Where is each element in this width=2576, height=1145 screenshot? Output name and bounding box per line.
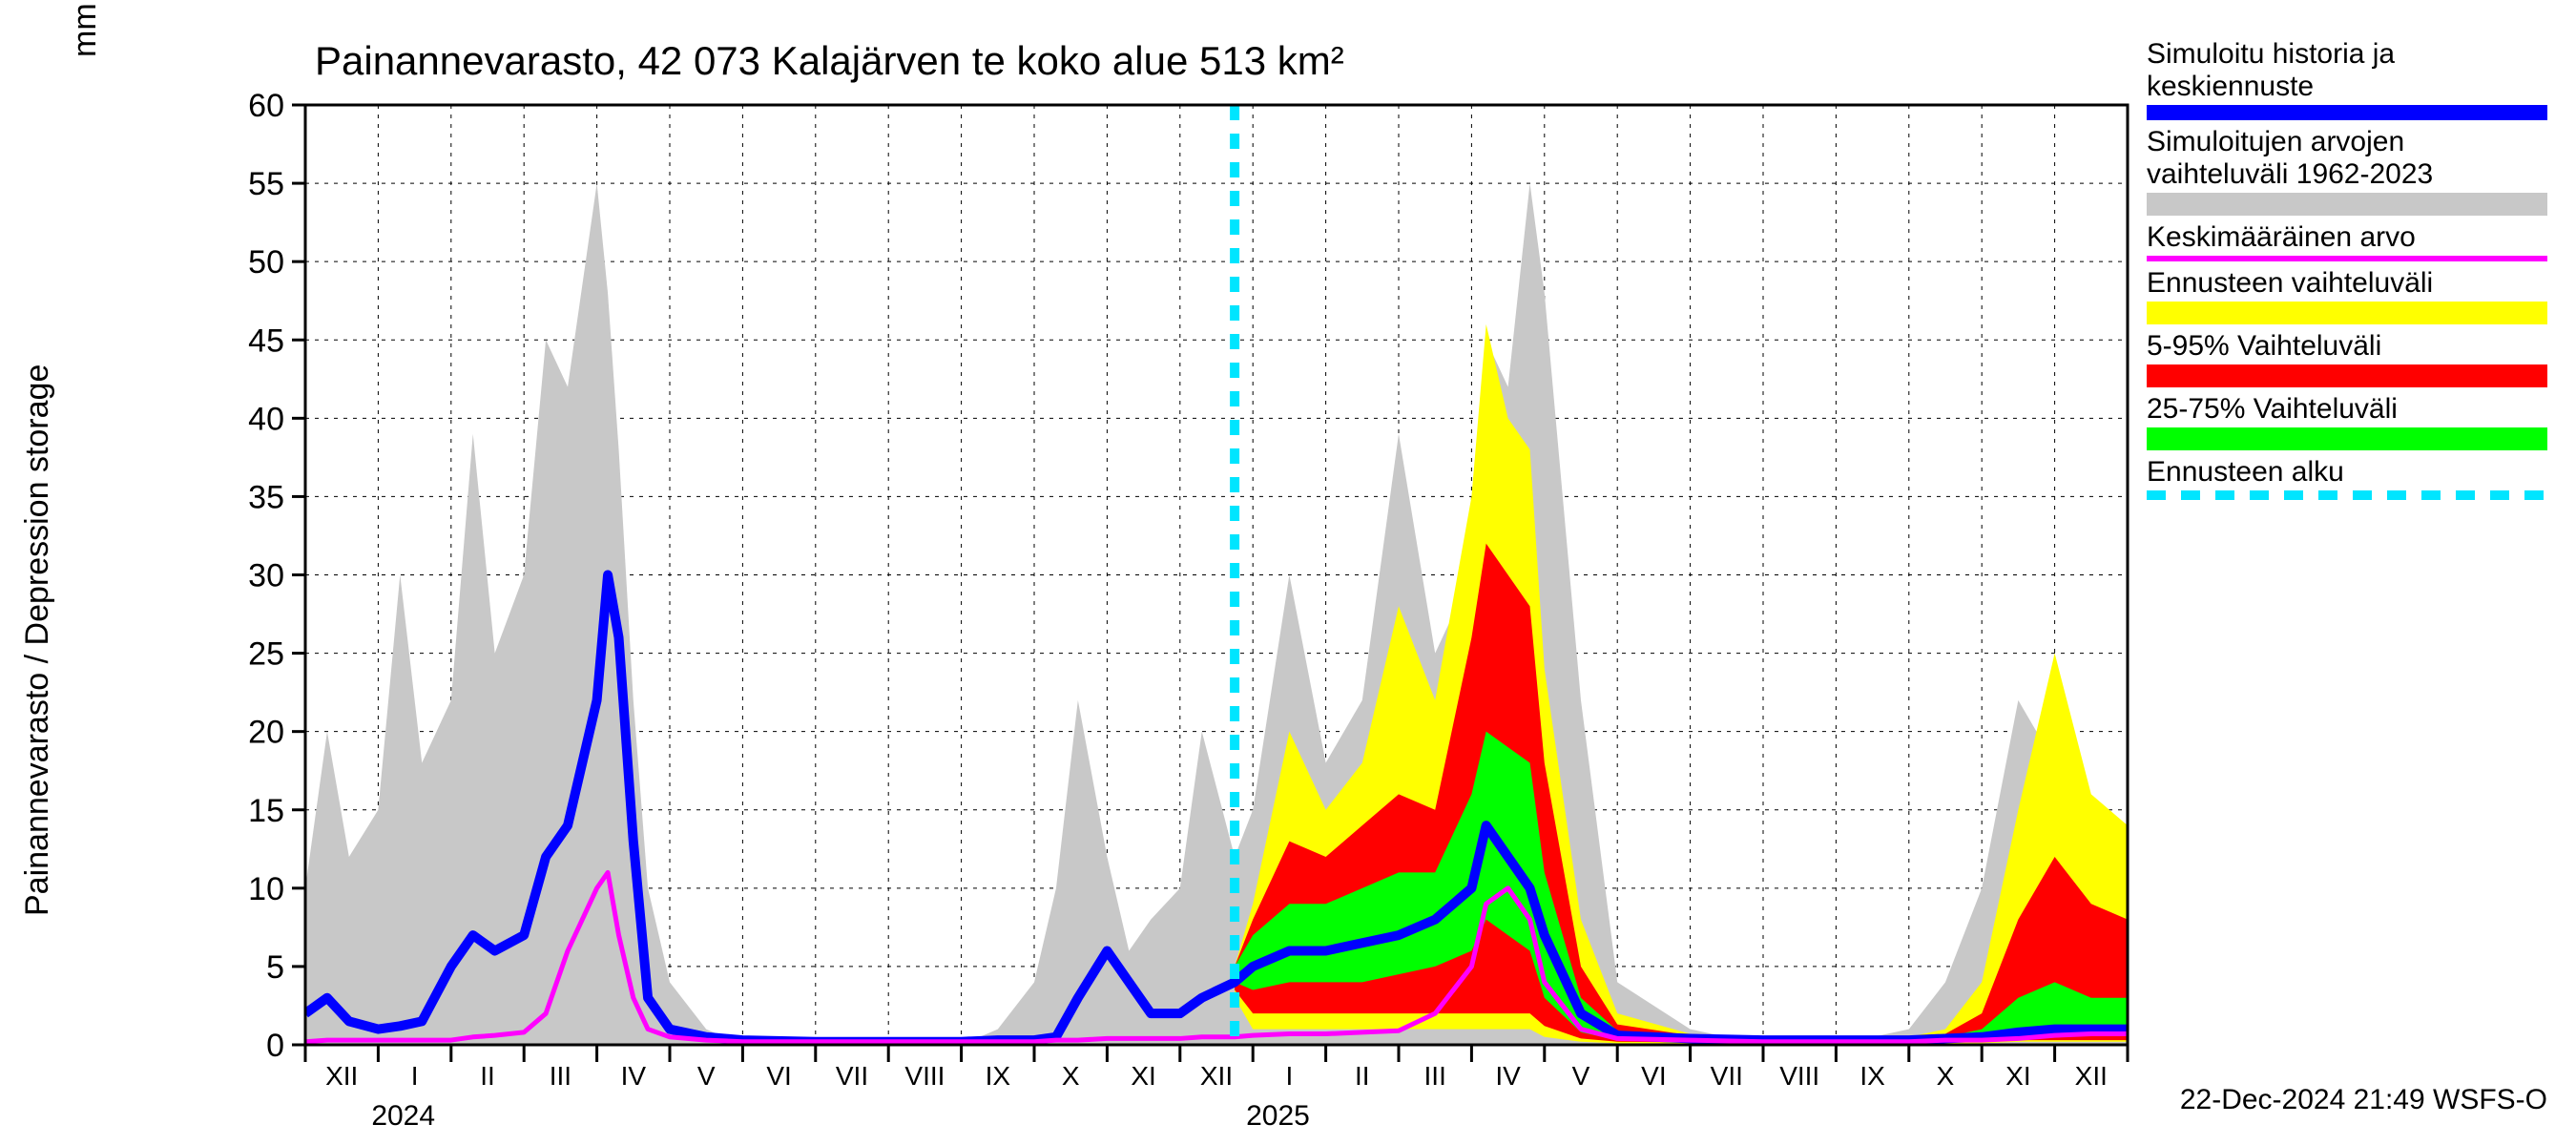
svg-text:XI: XI bbox=[1131, 1061, 1155, 1091]
svg-text:X: X bbox=[1937, 1061, 1955, 1091]
y-axis-label: Painannevarasto / Depression storage bbox=[19, 364, 56, 916]
legend-swatch bbox=[2147, 256, 2547, 261]
chart-container: { "title": "Painannevarasto, 42 073 Kala… bbox=[0, 0, 2576, 1145]
svg-text:VIII: VIII bbox=[904, 1061, 945, 1091]
svg-text:III: III bbox=[550, 1061, 571, 1091]
svg-text:XII: XII bbox=[2075, 1061, 2108, 1091]
svg-text:X: X bbox=[1062, 1061, 1080, 1091]
svg-text:35: 35 bbox=[248, 479, 284, 515]
legend-label: Simuloitu historia ja keskiennuste bbox=[2147, 38, 2547, 103]
svg-text:IX: IX bbox=[986, 1061, 1011, 1091]
svg-text:55: 55 bbox=[248, 166, 284, 202]
svg-text:0: 0 bbox=[266, 1028, 284, 1064]
svg-text:15: 15 bbox=[248, 793, 284, 829]
legend-swatch bbox=[2147, 193, 2547, 216]
svg-text:I: I bbox=[411, 1061, 419, 1091]
svg-text:XI: XI bbox=[2005, 1061, 2030, 1091]
legend-swatch bbox=[2147, 105, 2547, 120]
legend-label: Keskimääräinen arvo bbox=[2147, 221, 2547, 254]
svg-text:25: 25 bbox=[248, 636, 284, 673]
svg-text:II: II bbox=[480, 1061, 495, 1091]
svg-text:I: I bbox=[1286, 1061, 1294, 1091]
legend-swatch bbox=[2147, 302, 2547, 324]
svg-text:VI: VI bbox=[766, 1061, 791, 1091]
svg-text:30: 30 bbox=[248, 558, 284, 594]
svg-text:XII: XII bbox=[1200, 1061, 1233, 1091]
legend-label: Ennusteen vaihteluväli bbox=[2147, 267, 2547, 300]
svg-text:5: 5 bbox=[266, 949, 284, 986]
svg-text:20: 20 bbox=[248, 715, 284, 751]
legend-entry: Simuloitujen arvojen vaihteluväli 1962-2… bbox=[2147, 126, 2547, 216]
svg-text:VII: VII bbox=[1711, 1061, 1743, 1091]
legend-entry: Ennusteen vaihteluväli bbox=[2147, 267, 2547, 324]
legend-entry: 25-75% Vaihteluväli bbox=[2147, 393, 2547, 450]
svg-text:10: 10 bbox=[248, 871, 284, 907]
footer-timestamp: 22-Dec-2024 21:49 WSFS-O bbox=[2180, 1084, 2547, 1116]
legend-label: 5-95% Vaihteluväli bbox=[2147, 330, 2547, 363]
legend-swatch bbox=[2147, 427, 2547, 450]
legend-entry: Keskimääräinen arvo bbox=[2147, 221, 2547, 261]
historical-range-band bbox=[305, 183, 2128, 1045]
legend-label: Ennusteen alku bbox=[2147, 456, 2547, 489]
year-label: 2025 bbox=[1246, 1100, 1310, 1133]
svg-text:V: V bbox=[1572, 1061, 1590, 1091]
legend-swatch bbox=[2147, 364, 2547, 387]
chart-title: Painannevarasto, 42 073 Kalajärven te ko… bbox=[315, 38, 1344, 84]
svg-text:60: 60 bbox=[248, 88, 284, 124]
svg-text:IV: IV bbox=[1495, 1061, 1521, 1091]
legend-entry: Simuloitu historia ja keskiennuste bbox=[2147, 38, 2547, 120]
y-axis-unit: mm bbox=[67, 3, 104, 57]
svg-text:II: II bbox=[1355, 1061, 1370, 1091]
legend-entry: 5-95% Vaihteluväli bbox=[2147, 330, 2547, 387]
svg-text:V: V bbox=[697, 1061, 716, 1091]
svg-text:IV: IV bbox=[621, 1061, 647, 1091]
svg-text:VI: VI bbox=[1641, 1061, 1666, 1091]
legend: Simuloitu historia ja keskiennuste Simulo… bbox=[2147, 38, 2547, 506]
svg-text:III: III bbox=[1424, 1061, 1446, 1091]
legend-entry: Ennusteen alku bbox=[2147, 456, 2547, 500]
svg-text:40: 40 bbox=[248, 401, 284, 437]
svg-text:VIII: VIII bbox=[1779, 1061, 1819, 1091]
svg-text:IX: IX bbox=[1859, 1061, 1885, 1091]
legend-swatch bbox=[2147, 490, 2547, 500]
svg-text:XII: XII bbox=[325, 1061, 358, 1091]
legend-label: 25-75% Vaihteluväli bbox=[2147, 393, 2547, 426]
legend-label: Simuloitujen arvojen vaihteluväli 1962-2… bbox=[2147, 126, 2547, 191]
svg-text:50: 50 bbox=[248, 244, 284, 281]
svg-text:VII: VII bbox=[836, 1061, 868, 1091]
svg-text:45: 45 bbox=[248, 323, 284, 359]
year-label: 2024 bbox=[371, 1100, 435, 1133]
